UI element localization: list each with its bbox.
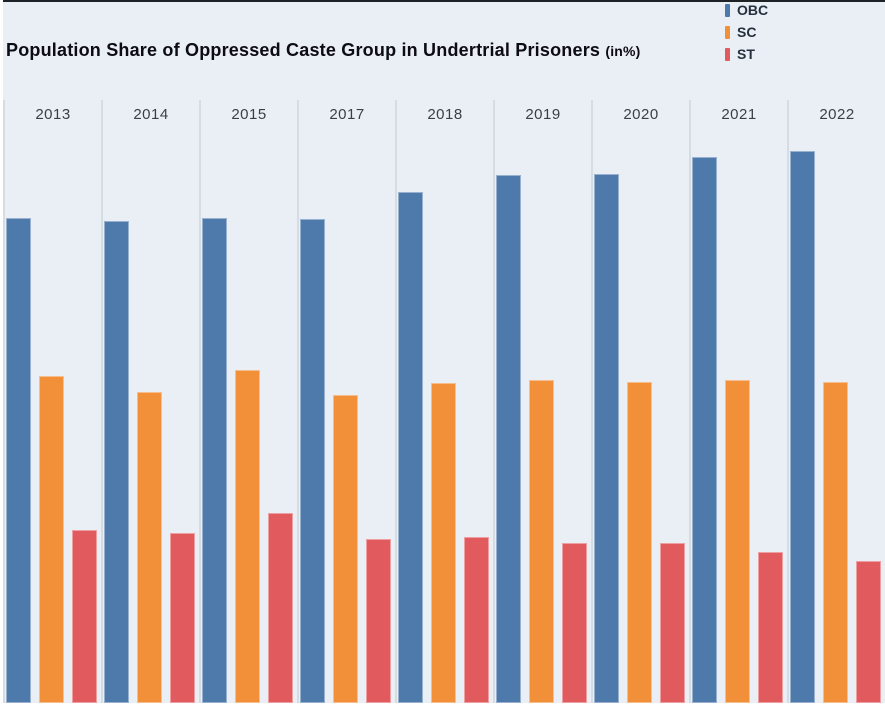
legend-label: ST — [737, 46, 755, 62]
year-column-2022: 2022 — [787, 100, 885, 703]
year-label: 2020 — [623, 106, 659, 123]
legend-color-swatch-sc — [725, 25, 730, 39]
bar-obc-2015[interactable] — [202, 218, 227, 703]
year-label: 2022 — [819, 106, 855, 123]
chart-title: Population Share of Oppressed Caste Grou… — [6, 40, 641, 61]
legend-color-swatch-obc — [725, 3, 730, 17]
bar-st-2017[interactable] — [366, 539, 391, 703]
bar-sc-2015[interactable] — [235, 370, 260, 703]
bar-obc-2014[interactable] — [104, 221, 129, 703]
year-column-2018: 2018 — [395, 100, 493, 703]
bar-sc-2022[interactable] — [823, 382, 848, 703]
chart-title-main: Population Share of Oppressed Caste Grou… — [6, 40, 601, 60]
legend: OBC SC ST — [725, 3, 768, 69]
legend-label: OBC — [737, 2, 769, 18]
bar-st-2015[interactable] — [268, 513, 293, 703]
bar-st-2022[interactable] — [856, 561, 881, 703]
year-label: 2017 — [329, 106, 365, 123]
bar-obc-2017[interactable] — [300, 219, 325, 703]
year-label: 2015 — [231, 106, 267, 123]
bar-sc-2013[interactable] — [39, 376, 64, 703]
bar-obc-2022[interactable] — [790, 151, 815, 703]
legend-label: SC — [737, 24, 757, 40]
chart-title-unit-suffix: (in%) — [605, 43, 641, 59]
year-label: 2018 — [427, 106, 463, 123]
bar-st-2021[interactable] — [758, 552, 783, 703]
bar-obc-2021[interactable] — [692, 157, 717, 703]
left-margin — [0, 0, 3, 708]
year-label: 2014 — [133, 106, 169, 123]
bar-sc-2021[interactable] — [725, 380, 750, 703]
bar-obc-2020[interactable] — [594, 174, 619, 703]
legend-item-sc[interactable]: SC — [725, 25, 768, 39]
bar-obc-2013[interactable] — [6, 218, 31, 703]
bar-st-2014[interactable] — [170, 533, 195, 703]
year-column-2017: 2017 — [297, 100, 395, 703]
year-label: 2021 — [721, 106, 757, 123]
legend-color-swatch-st — [725, 47, 730, 61]
year-column-2013: 2013 — [3, 100, 101, 703]
bar-st-2013[interactable] — [72, 530, 97, 703]
year-column-2019: 2019 — [493, 100, 591, 703]
year-column-2014: 2014 — [101, 100, 199, 703]
year-label: 2019 — [525, 106, 561, 123]
bar-st-2018[interactable] — [464, 537, 489, 703]
bar-st-2020[interactable] — [660, 543, 685, 703]
year-label: 2013 — [35, 106, 71, 123]
bottom-margin — [0, 703, 885, 708]
bar-st-2019[interactable] — [562, 543, 587, 703]
window-top-edge — [0, 0, 885, 2]
bar-obc-2018[interactable] — [398, 192, 423, 703]
bar-sc-2020[interactable] — [627, 382, 652, 703]
bar-sc-2019[interactable] — [529, 380, 554, 703]
legend-item-st[interactable]: ST — [725, 47, 768, 61]
bar-obc-2019[interactable] — [496, 175, 521, 703]
bar-sc-2018[interactable] — [431, 383, 456, 703]
year-column-2021: 2021 — [689, 100, 787, 703]
year-column-2020: 2020 — [591, 100, 689, 703]
year-column-2015: 2015 — [199, 100, 297, 703]
legend-item-obc[interactable]: OBC — [725, 3, 768, 17]
bar-sc-2017[interactable] — [333, 395, 358, 703]
bar-sc-2014[interactable] — [137, 392, 162, 703]
